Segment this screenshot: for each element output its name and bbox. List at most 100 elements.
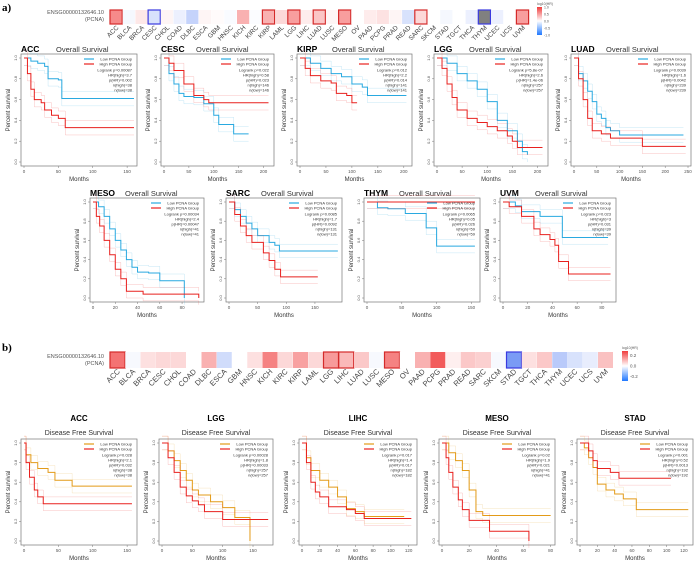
heatmap-cell-hnsc [224,10,237,24]
legend-label: Low PCNA Group [511,57,543,62]
plot-frame [576,438,694,546]
y-axis-label: Percent survival [284,471,290,514]
y-tick-label: 0.6 [153,96,158,102]
survival-curve-high [24,57,134,129]
legend-label: High PCNA Group [237,62,270,67]
heatmap-cell-read [402,10,415,24]
stat-text: Logrank p=0.0065 [443,212,476,217]
x-tick-label: 0 [228,305,231,310]
heatmap-a: ENSG00000132646.10(PCNA)ACCBLCABRCACESCC… [47,2,553,43]
survival-curve-low [302,442,405,517]
x-tick-label: 150 [468,305,476,310]
ci-lower-low [300,65,407,103]
ci-upper-low [437,50,528,148]
km-plot-lihc-dfs: LIHC Disease Free Survival 0.0 0.2 0.4 0.6 0.8… [284,414,418,562]
heatmap-cell-uvm [598,352,613,368]
heatmap-cell-luad [354,352,369,368]
stat-text: n(high)=141 [386,83,408,88]
y-tick-label: 0.2 [153,138,158,144]
legend-label: Low PCNA Group [167,201,199,206]
cancer-label: KICH [255,367,274,386]
heatmap-cell-skcm [427,10,440,24]
x-axis-label: Months [548,313,568,319]
y-tick-label: 1.0 [13,54,18,60]
heatmap-cell-prad [445,352,461,368]
ci-upper-high [24,435,132,498]
stat-text: n(high)=192 [667,468,689,473]
ci-lower-high [437,65,543,155]
cancer-label: UVM [512,24,527,39]
ci-lower-low [164,65,249,142]
heatmap-cell-chol [171,352,186,368]
legend-label: High PCNA Group [380,447,413,452]
survival-curve-low [229,201,338,252]
heatmap-cell-sarc [414,9,428,25]
legend-label: High PCNA Group [656,447,689,452]
cancer-label: UCS [577,367,595,385]
x-tick-label: 50 [190,548,196,553]
x-axis-label: Months [274,313,294,319]
plot-frame [225,197,343,303]
x-tick-label: 40 [135,305,141,310]
cancer-label: LGG [284,24,299,39]
y-tick-label: 1.0 [13,439,18,445]
legend-label: Low PCNA Group [579,201,611,206]
stat-text: Logrank p=0.023 [581,212,612,217]
stat-text: Logrank p=0.02 [522,453,551,458]
ci-upper-high [503,195,611,268]
stat-text: n(high)=239 [665,83,687,88]
heatmap-cell-tgct [521,352,537,368]
heatmap-cell-skcm [491,352,507,368]
x-tick-label: 100 [89,169,97,174]
ci-lower-high [24,449,132,511]
ci-upper-high [437,50,543,141]
ci-lower-high [162,449,269,527]
ci-lower-high [93,208,199,305]
y-tick-label: 0.4 [563,117,568,123]
cancer-title: STAD [624,414,645,423]
cancer-label: KIRC [244,24,260,40]
plot-frame [158,438,274,546]
y-tick-label: 0.2 [151,518,156,524]
x-tick-label: 80 [371,548,377,553]
y-tick-label: 0.6 [291,479,296,485]
x-tick-label: 0 [573,169,576,174]
colorbar-tick: 0.2 [630,353,637,358]
y-tick-label: 1.0 [289,54,294,60]
legend-label: High PCNA Group [100,447,133,452]
y-tick-label: 0.0 [82,294,87,300]
ci-upper-high [574,50,686,140]
x-tick-label: 0 [441,548,444,553]
ci-upper-low [300,50,407,89]
x-tick-label: 150 [123,169,131,174]
heatmap-cell-kirp [261,9,276,25]
heatmap-cell-lihc [300,10,313,24]
ci-upper-high [164,50,269,96]
x-tick-label: 0 [366,305,369,310]
stat-text: n(low)=131 [317,232,338,237]
plot-title: Overall Survival [56,45,109,54]
ci-lower-low [302,449,405,524]
stat-text: HR(high)=1.6 [662,73,687,78]
km-plot-sarc-os: SARC Overall Survival 0.0 0.2 0.4 0.6 0.8 1.0 0 5… [211,188,343,319]
km-plot-cesc-os: CESC Overall Survival 0.0 0.2 0.4 0.6 0.8 1.0 0 5… [146,44,275,183]
stat-text: p(HR)=1.4e-06 [516,78,543,83]
y-tick-label: 0.2 [291,518,296,524]
y-axis-label: Percent survival [485,229,491,272]
plot-title: Overall Survival [332,45,385,54]
heatmap-cell-ucs [582,352,598,368]
plot-title: Disease Free Survival [601,430,670,437]
heatmap-cell-stad [440,10,453,24]
x-tick-label: 0 [92,305,95,310]
cancer-title: MESO [485,414,509,423]
heatmap-cell-dlbc [201,352,217,368]
y-tick-label: 0.8 [153,75,158,81]
heatmap-cell-ucec [567,352,583,368]
heatmap-cell-prad [389,10,402,24]
heatmap-cell-cesc [147,9,161,25]
ci-lower-low [437,65,528,163]
stat-text: p(HR)=0.00033 [241,463,269,468]
ci-lower-high [574,65,686,154]
survival-curve-high [93,201,200,298]
y-tick-label: 0.0 [356,294,361,300]
